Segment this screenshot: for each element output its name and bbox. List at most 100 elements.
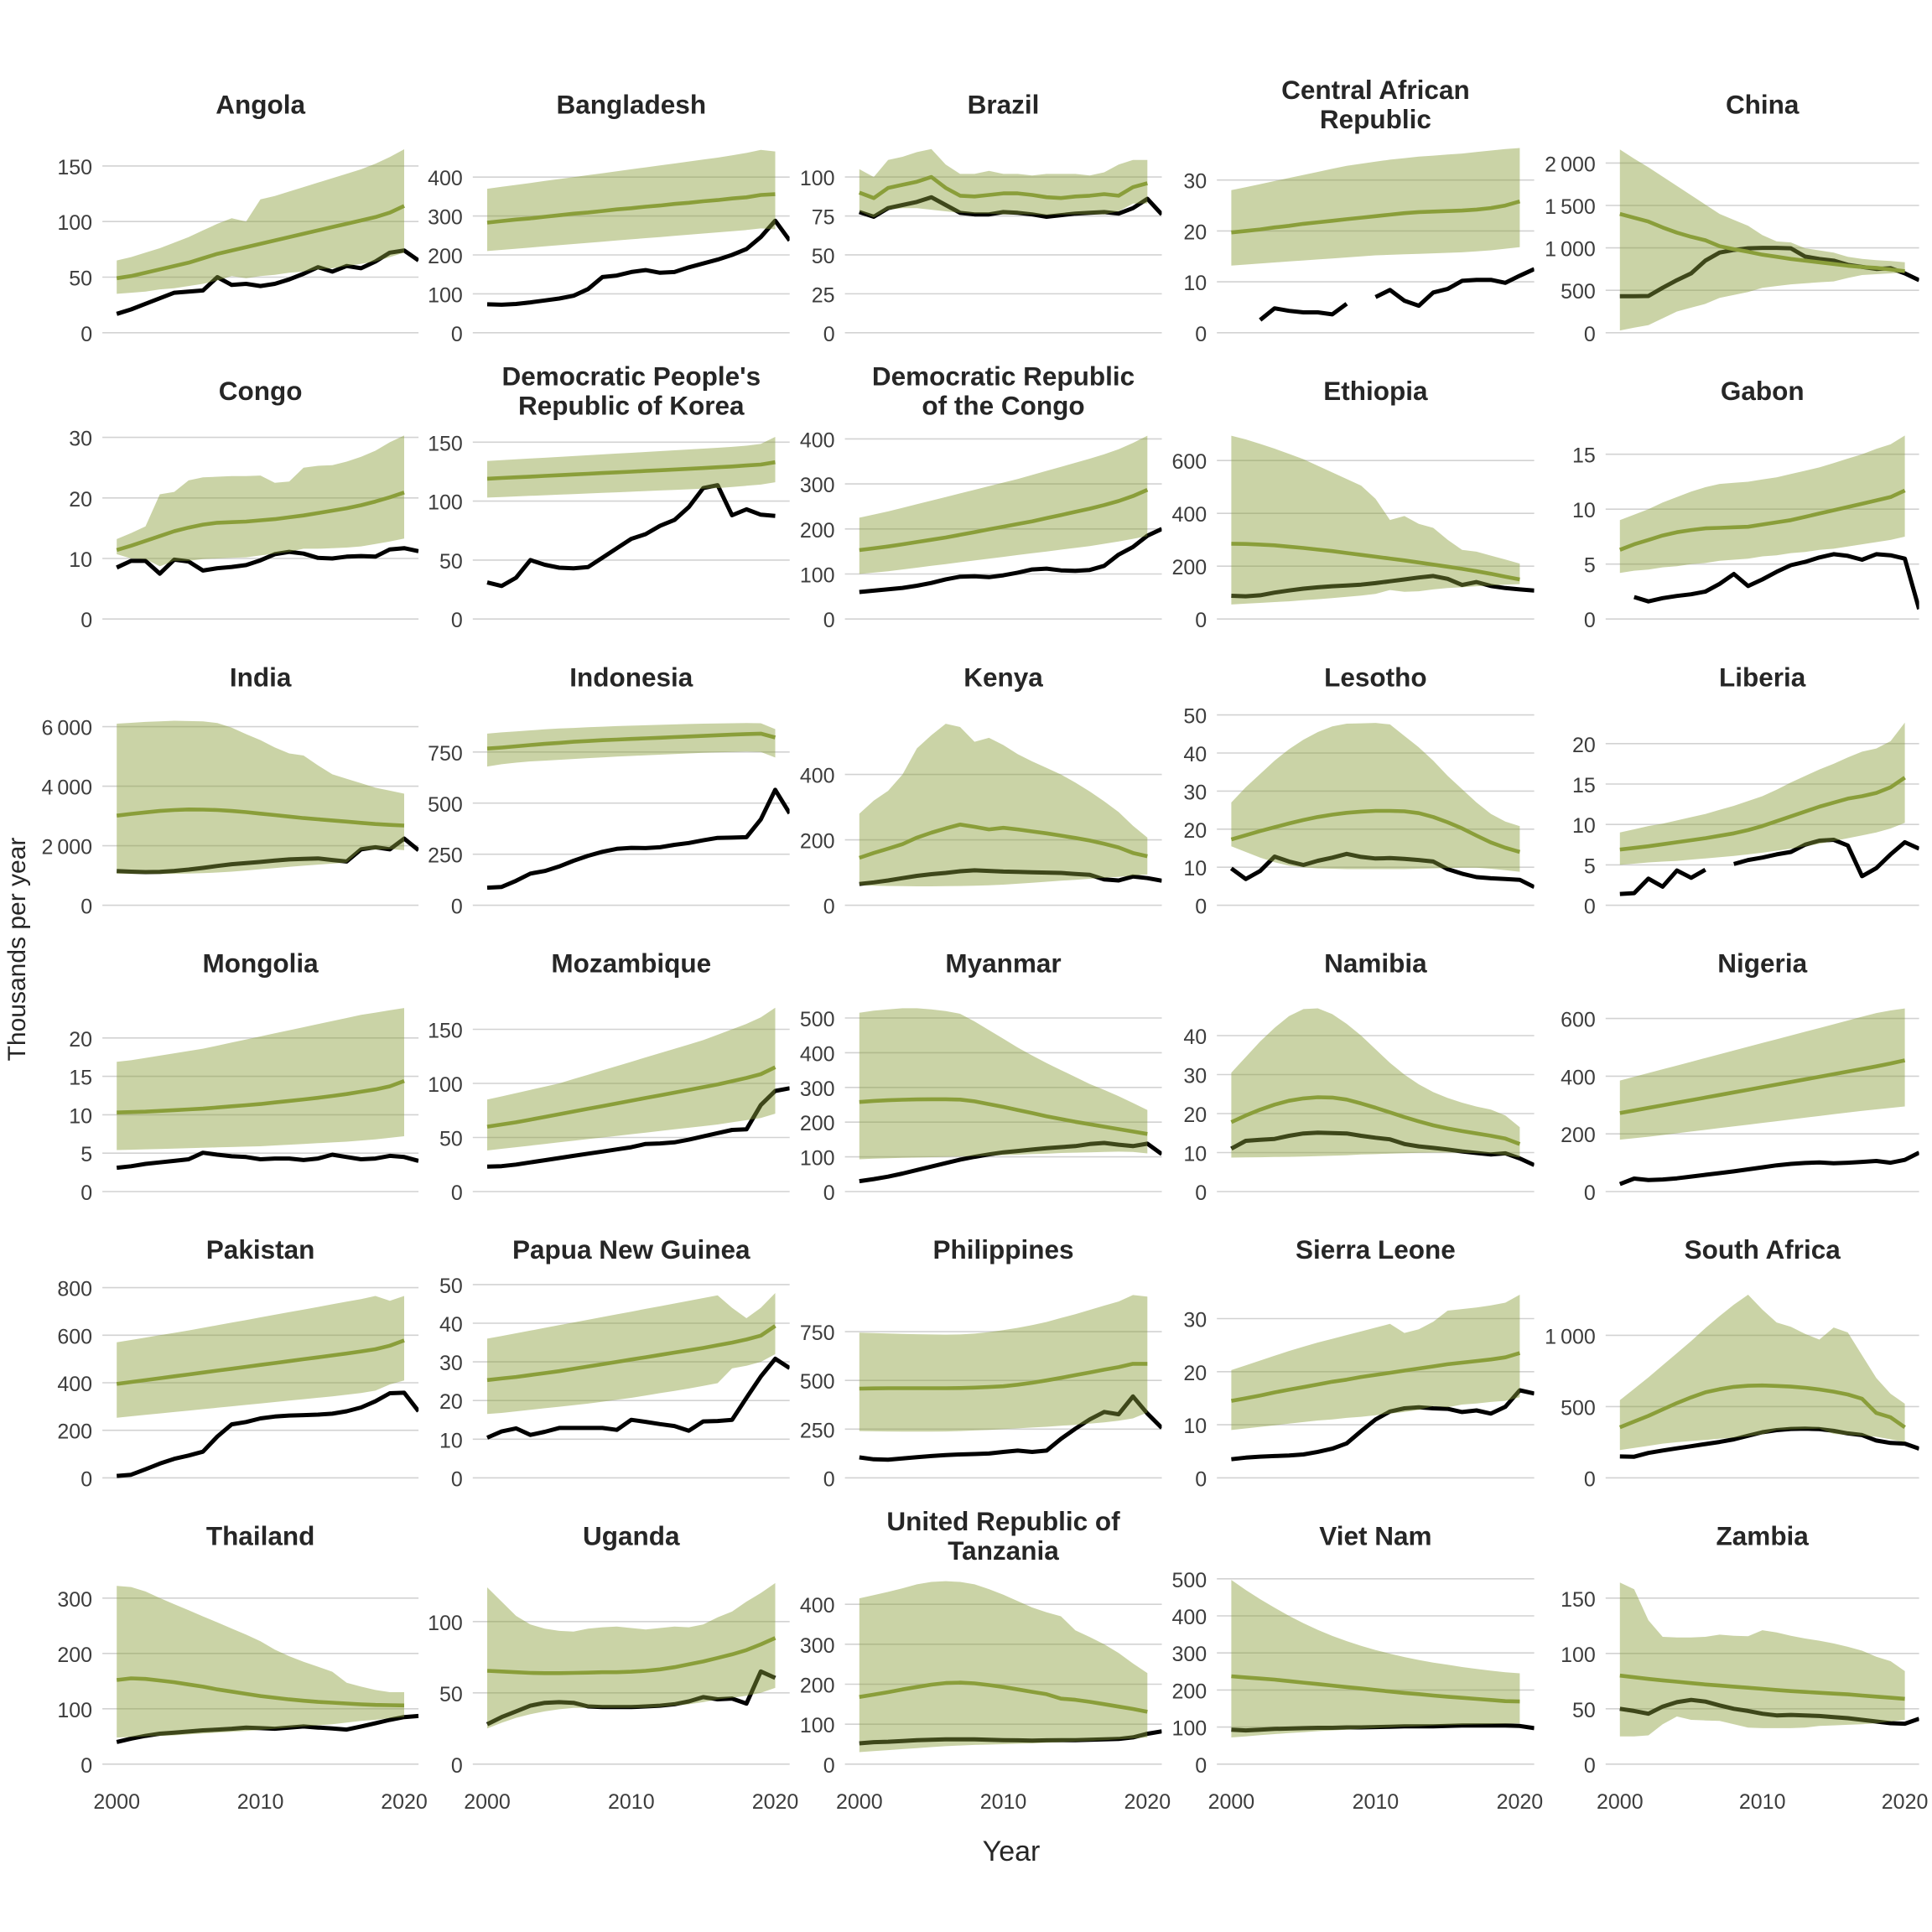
svg-text:0: 0 <box>451 323 463 346</box>
svg-text:100: 100 <box>800 564 835 588</box>
svg-text:4 000: 4 000 <box>41 776 92 800</box>
svg-text:Viet Nam: Viet Nam <box>1319 1521 1431 1551</box>
svg-text:150: 150 <box>1561 1588 1596 1612</box>
svg-text:Central African: Central African <box>1281 75 1470 105</box>
svg-text:0: 0 <box>80 1754 92 1778</box>
svg-text:2010: 2010 <box>608 1790 655 1814</box>
svg-text:750: 750 <box>428 742 463 766</box>
svg-text:100: 100 <box>428 1073 463 1097</box>
svg-text:200: 200 <box>428 245 463 268</box>
svg-text:20: 20 <box>1572 734 1596 757</box>
svg-text:India: India <box>230 662 292 692</box>
svg-text:South Africa: South Africa <box>1685 1234 1841 1265</box>
svg-text:800: 800 <box>57 1278 92 1301</box>
svg-text:Papua New Guinea: Papua New Guinea <box>512 1234 750 1265</box>
svg-text:Namibia: Namibia <box>1324 948 1427 979</box>
svg-text:100: 100 <box>428 491 463 515</box>
svg-text:15: 15 <box>1572 444 1596 468</box>
svg-text:200: 200 <box>1561 1124 1596 1147</box>
svg-text:0: 0 <box>823 896 835 919</box>
svg-text:300: 300 <box>1171 1643 1207 1666</box>
svg-text:50: 50 <box>439 1683 463 1706</box>
svg-text:0: 0 <box>451 1467 463 1491</box>
svg-text:2020: 2020 <box>752 1790 799 1814</box>
svg-text:1 000: 1 000 <box>1545 238 1596 262</box>
svg-text:0: 0 <box>823 1467 835 1491</box>
svg-text:0: 0 <box>1195 1467 1207 1491</box>
svg-text:10: 10 <box>1183 857 1207 880</box>
svg-text:2 000: 2 000 <box>1545 153 1596 176</box>
svg-text:Indonesia: Indonesia <box>569 662 693 692</box>
svg-text:2020: 2020 <box>1497 1790 1544 1814</box>
svg-text:Brazil: Brazil <box>968 90 1040 120</box>
svg-text:100: 100 <box>57 211 92 235</box>
svg-text:400: 400 <box>800 1594 835 1618</box>
svg-text:0: 0 <box>451 1182 463 1205</box>
svg-text:100: 100 <box>800 167 835 190</box>
svg-text:Nigeria: Nigeria <box>1717 948 1807 979</box>
svg-text:600: 600 <box>57 1325 92 1348</box>
svg-text:30: 30 <box>1183 1065 1207 1088</box>
svg-text:Thailand: Thailand <box>206 1521 315 1551</box>
svg-text:0: 0 <box>80 609 92 632</box>
svg-text:40: 40 <box>439 1313 463 1337</box>
svg-text:1 000: 1 000 <box>1545 1325 1596 1348</box>
svg-text:200: 200 <box>57 1420 92 1444</box>
svg-text:2000: 2000 <box>1597 1790 1644 1814</box>
svg-text:10: 10 <box>69 1104 92 1128</box>
svg-text:Year: Year <box>983 1836 1041 1867</box>
svg-text:0: 0 <box>80 1182 92 1205</box>
svg-text:200: 200 <box>1171 1680 1207 1703</box>
svg-text:Thousands per year: Thousands per year <box>3 838 31 1062</box>
svg-text:Angola: Angola <box>216 90 305 120</box>
svg-text:0: 0 <box>451 609 463 632</box>
svg-text:400: 400 <box>800 428 835 452</box>
svg-text:Sierra Leone: Sierra Leone <box>1296 1234 1456 1265</box>
svg-text:15: 15 <box>1572 774 1596 797</box>
svg-text:50: 50 <box>69 267 92 291</box>
svg-text:30: 30 <box>1183 1309 1207 1332</box>
svg-text:Republic of Korea: Republic of Korea <box>518 391 745 421</box>
svg-text:Democratic Republic: Democratic Republic <box>872 361 1135 391</box>
svg-text:Uganda: Uganda <box>583 1521 680 1551</box>
svg-text:50: 50 <box>439 550 463 574</box>
svg-text:1 500: 1 500 <box>1545 195 1596 219</box>
svg-text:2010: 2010 <box>1739 1790 1786 1814</box>
svg-text:Tanzania: Tanzania <box>948 1535 1059 1566</box>
svg-text:of the Congo: of the Congo <box>922 391 1084 421</box>
svg-text:100: 100 <box>57 1699 92 1722</box>
svg-text:2000: 2000 <box>93 1790 140 1814</box>
svg-text:Pakistan: Pakistan <box>206 1234 315 1265</box>
svg-text:0: 0 <box>1195 609 1207 632</box>
svg-text:20: 20 <box>1183 1362 1207 1385</box>
svg-text:50: 50 <box>439 1128 463 1151</box>
svg-text:2020: 2020 <box>381 1790 428 1814</box>
svg-text:500: 500 <box>1561 280 1596 304</box>
svg-text:400: 400 <box>428 167 463 190</box>
svg-text:2000: 2000 <box>836 1790 883 1814</box>
svg-text:0: 0 <box>1195 323 1207 346</box>
svg-text:400: 400 <box>1171 503 1207 527</box>
svg-text:100: 100 <box>800 1714 835 1737</box>
svg-text:100: 100 <box>1561 1644 1596 1667</box>
svg-text:2010: 2010 <box>1353 1790 1400 1814</box>
svg-text:40: 40 <box>1183 1026 1207 1049</box>
svg-text:6 000: 6 000 <box>41 717 92 740</box>
svg-text:0: 0 <box>823 609 835 632</box>
svg-text:0: 0 <box>823 323 835 346</box>
svg-text:2000: 2000 <box>464 1790 511 1814</box>
svg-text:0: 0 <box>1584 1182 1596 1205</box>
svg-text:Kenya: Kenya <box>963 662 1043 692</box>
svg-text:0: 0 <box>451 1754 463 1778</box>
svg-text:0: 0 <box>823 1754 835 1778</box>
svg-text:2000: 2000 <box>1208 1790 1255 1814</box>
svg-text:10: 10 <box>1572 814 1596 838</box>
svg-text:200: 200 <box>800 1112 835 1135</box>
svg-text:2020: 2020 <box>1124 1790 1171 1814</box>
svg-text:300: 300 <box>428 206 463 230</box>
svg-text:10: 10 <box>1183 1143 1207 1166</box>
svg-text:25: 25 <box>812 283 835 307</box>
svg-text:20: 20 <box>1183 221 1207 244</box>
svg-text:600: 600 <box>1171 450 1207 474</box>
svg-text:10: 10 <box>1183 1415 1207 1438</box>
